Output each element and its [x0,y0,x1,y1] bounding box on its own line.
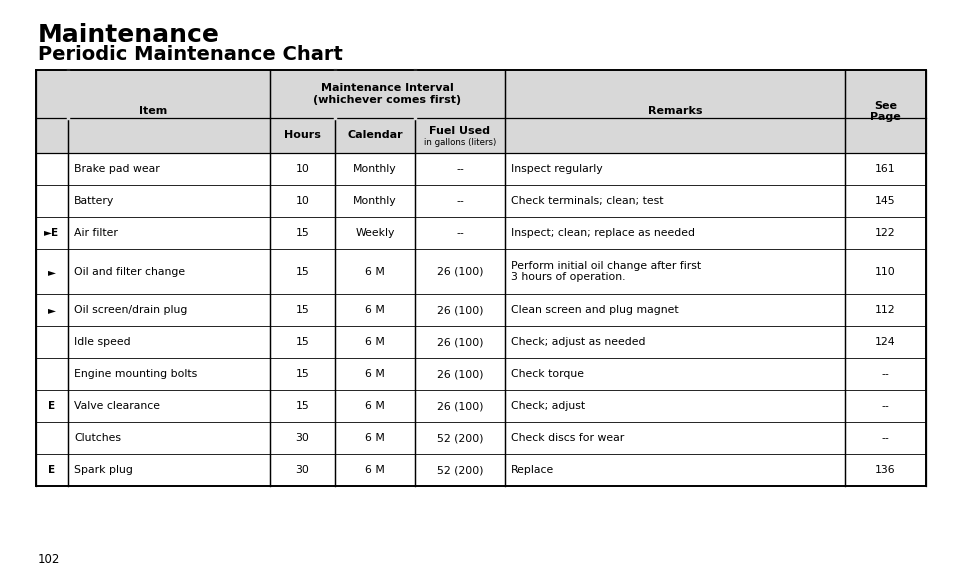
Text: Spark plug: Spark plug [74,465,132,475]
Text: E: E [49,465,55,475]
Text: 15: 15 [295,338,309,348]
Text: 6 M: 6 M [365,338,384,348]
Text: ►E: ►E [45,228,59,238]
Text: Monthly: Monthly [353,164,396,174]
Text: Air filter: Air filter [74,228,118,238]
Text: 52 (200): 52 (200) [436,433,483,443]
Text: 10: 10 [295,164,309,174]
Text: 26 (100): 26 (100) [436,401,483,411]
Text: 10: 10 [295,196,309,206]
Text: Valve clearance: Valve clearance [74,401,160,411]
Text: Clean screen and plug magnet: Clean screen and plug magnet [511,305,678,315]
Text: Inspect regularly: Inspect regularly [511,164,602,174]
Bar [36,153,925,486]
Text: 26 (100): 26 (100) [436,369,483,379]
Text: 30: 30 [295,433,309,443]
Text: 26 (100): 26 (100) [436,338,483,348]
Text: 145: 145 [874,196,895,206]
Bar [36,70,925,486]
Text: --: -- [881,401,888,411]
Text: Check torque: Check torque [511,369,583,379]
Text: --: -- [456,196,463,206]
Text: Inspect; clean; replace as needed: Inspect; clean; replace as needed [511,228,695,238]
Text: Check; adjust: Check; adjust [511,401,584,411]
Text: Hours: Hours [284,131,320,141]
Text: Idle speed: Idle speed [74,338,131,348]
Text: 52 (200): 52 (200) [436,465,483,475]
Text: --: -- [881,433,888,443]
Text: 6 M: 6 M [365,401,384,411]
Text: 15: 15 [295,305,309,315]
Text: 3 hours of operation.: 3 hours of operation. [511,272,625,282]
Text: Weekly: Weekly [355,228,395,238]
Text: Clutches: Clutches [74,433,121,443]
Text: 102: 102 [38,553,60,566]
Text: Replace: Replace [511,465,554,475]
Text: 6 M: 6 M [365,465,384,475]
Text: --: -- [881,369,888,379]
Text: Item: Item [139,106,167,116]
Text: Battery: Battery [74,196,114,206]
Text: Engine mounting bolts: Engine mounting bolts [74,369,197,379]
Text: Perform initial oil change after first: Perform initial oil change after first [511,261,700,271]
Text: Oil and filter change: Oil and filter change [74,266,185,276]
Text: 110: 110 [874,266,895,276]
Text: Maintenance: Maintenance [38,23,219,47]
Text: --: -- [456,164,463,174]
Text: 124: 124 [874,338,895,348]
Text: 6 M: 6 M [365,266,384,276]
Text: Check; adjust as needed: Check; adjust as needed [511,338,645,348]
Text: in gallons (liters): in gallons (liters) [423,138,496,147]
Text: 30: 30 [295,465,309,475]
Text: 15: 15 [295,266,309,276]
Text: E: E [49,401,55,411]
Text: Remarks: Remarks [647,106,701,116]
Text: See
Page: See Page [869,101,900,122]
Text: Check discs for wear: Check discs for wear [511,433,623,443]
Text: Oil screen/drain plug: Oil screen/drain plug [74,305,187,315]
Text: ►: ► [48,266,56,276]
Bar [36,70,925,153]
Text: Check terminals; clean; test: Check terminals; clean; test [511,196,662,206]
Text: ►: ► [48,305,56,315]
Text: 112: 112 [874,305,895,315]
Text: 6 M: 6 M [365,369,384,379]
Text: 15: 15 [295,228,309,238]
Text: 26 (100): 26 (100) [436,266,483,276]
Text: Periodic Maintenance Chart: Periodic Maintenance Chart [38,45,342,64]
Text: --: -- [456,228,463,238]
Text: Calendar: Calendar [347,131,402,141]
Text: 15: 15 [295,369,309,379]
Text: Monthly: Monthly [353,196,396,206]
Text: Fuel Used: Fuel Used [429,125,490,135]
Text: Brake pad wear: Brake pad wear [74,164,159,174]
Text: 15: 15 [295,401,309,411]
Text: 6 M: 6 M [365,433,384,443]
Text: Maintenance Interval
(whichever comes first): Maintenance Interval (whichever comes fi… [314,83,461,105]
Text: 6 M: 6 M [365,305,384,315]
Text: 122: 122 [874,228,895,238]
Text: 26 (100): 26 (100) [436,305,483,315]
Text: 136: 136 [874,465,895,475]
Text: 161: 161 [874,164,895,174]
